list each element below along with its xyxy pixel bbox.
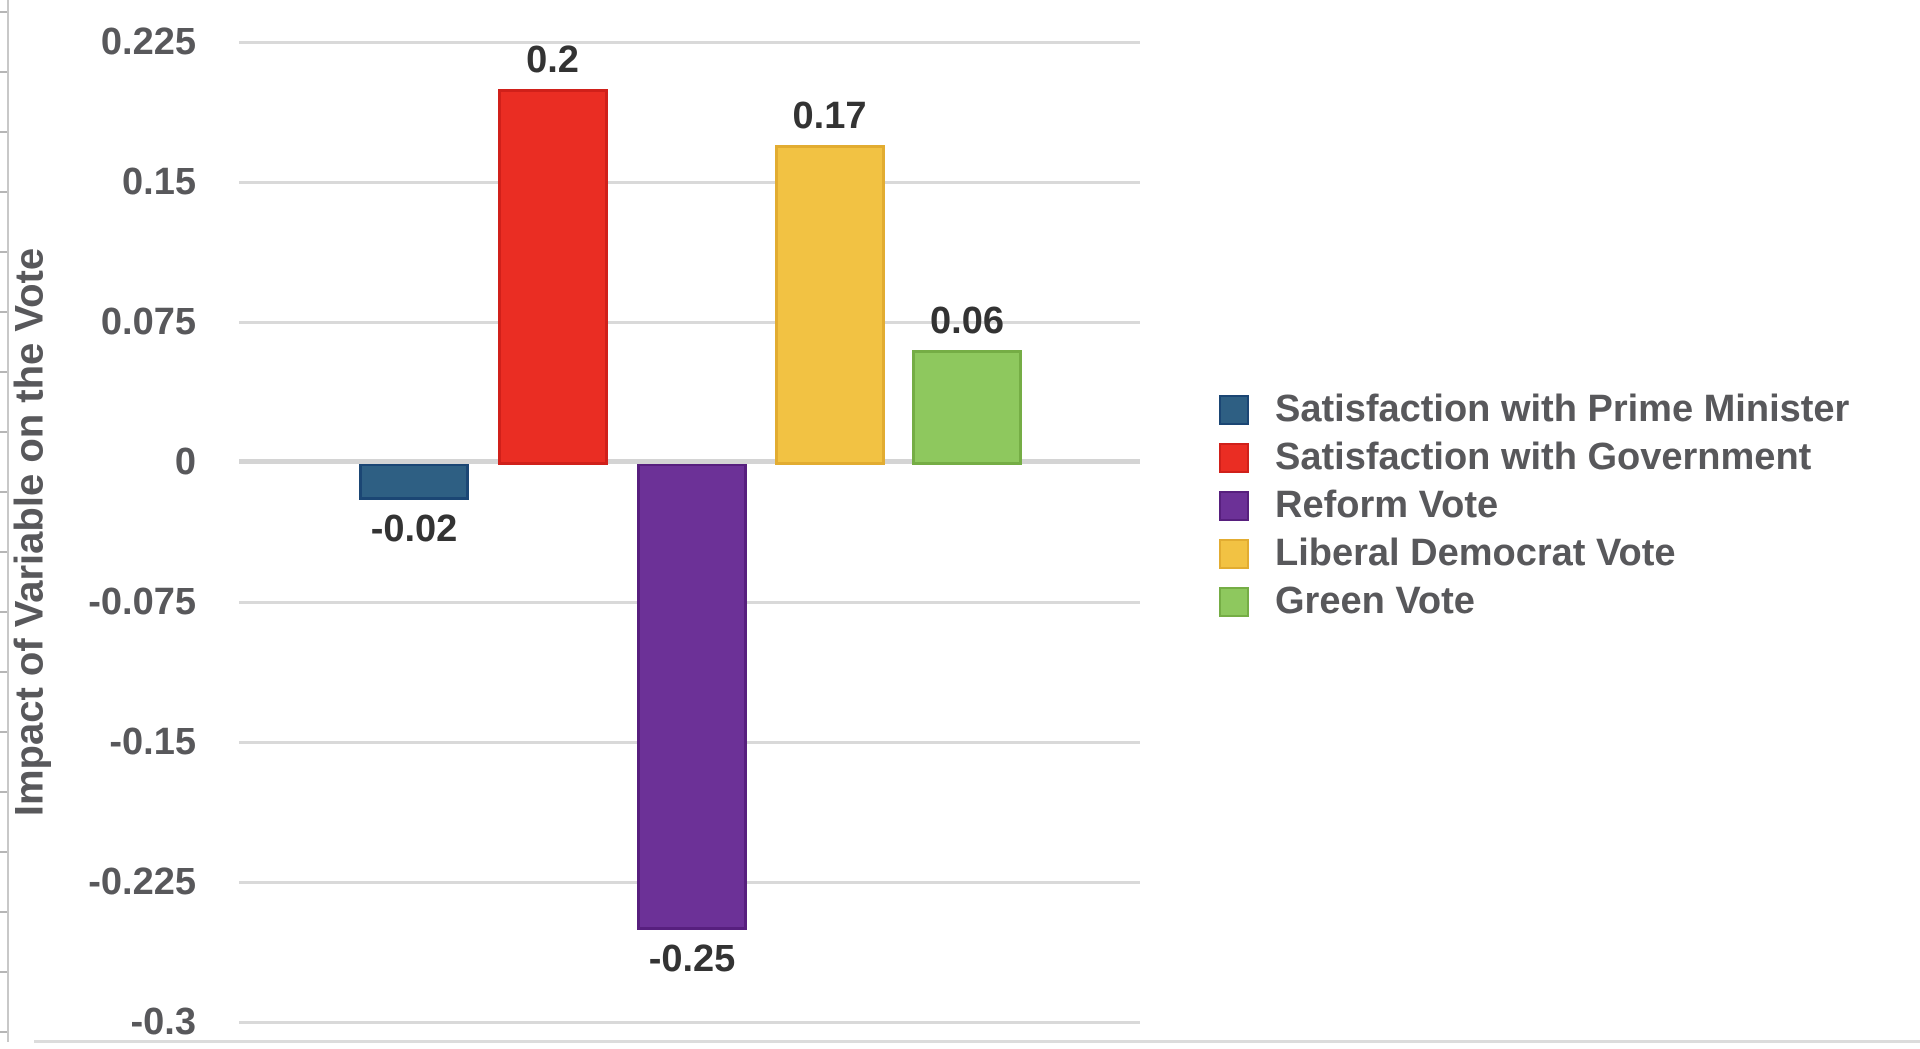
left-axis-tick-marks (0, 0, 7, 1042)
bar-2 (497, 88, 608, 465)
legend-swatch (1219, 394, 1249, 425)
bar-1 (359, 463, 469, 501)
legend: Satisfaction with Prime Minister Satisfac… (1219, 388, 1849, 634)
legend-swatch (1219, 538, 1249, 569)
legend-item: Satisfaction with Prime Minister (1219, 388, 1849, 430)
bar-value-label: -0.25 (648, 937, 736, 980)
legend-item: Reform Vote (1219, 484, 1849, 526)
gridline (239, 180, 1140, 184)
left-axis-line (7, 0, 9, 1042)
legend-swatch (1219, 490, 1249, 521)
legend-item-label: Green Vote (1275, 580, 1475, 622)
legend-item-label: Satisfaction with Government (1275, 436, 1812, 478)
legend-item-label: Reform Vote (1275, 484, 1499, 526)
bar-5 (912, 349, 1022, 465)
gridline (239, 1021, 1140, 1024)
legend-item: Satisfaction with Government (1219, 436, 1849, 478)
y-axis-title: Impact of Variable on the Vote (7, 247, 52, 817)
y-tick-label: 0.225 (100, 20, 196, 63)
bar-value-label: -0.02 (370, 508, 458, 551)
y-tick-label: -0.225 (88, 861, 196, 903)
gridline (239, 320, 1140, 324)
legend-item-label: Liberal Democrat Vote (1275, 532, 1676, 574)
y-tick-label: -0.3 (130, 1001, 196, 1043)
gridline (239, 40, 1140, 44)
legend-swatch (1219, 586, 1249, 617)
bar-4 (774, 144, 885, 465)
bar-value-label: 0.17 (792, 94, 867, 137)
legend-item: Liberal Democrat Vote (1219, 532, 1849, 574)
chart-bottom-border (34, 1040, 1920, 1043)
zero-gridline (239, 459, 1140, 464)
bar-value-label: 0.06 (930, 299, 1004, 342)
legend-item: Green Vote (1219, 580, 1849, 622)
bar-3 (637, 463, 747, 930)
y-tick-label: -0.075 (88, 581, 196, 623)
y-tick-label: 0.075 (100, 300, 196, 343)
legend-item-label: Satisfaction with Prime Minister (1275, 388, 1850, 430)
legend-swatch (1219, 442, 1249, 473)
y-tick-label: 0.15 (122, 160, 196, 203)
bar-value-label: 0.2 (526, 38, 579, 81)
y-tick-label: -0.15 (109, 721, 196, 763)
y-tick-label: 0 (174, 441, 196, 483)
